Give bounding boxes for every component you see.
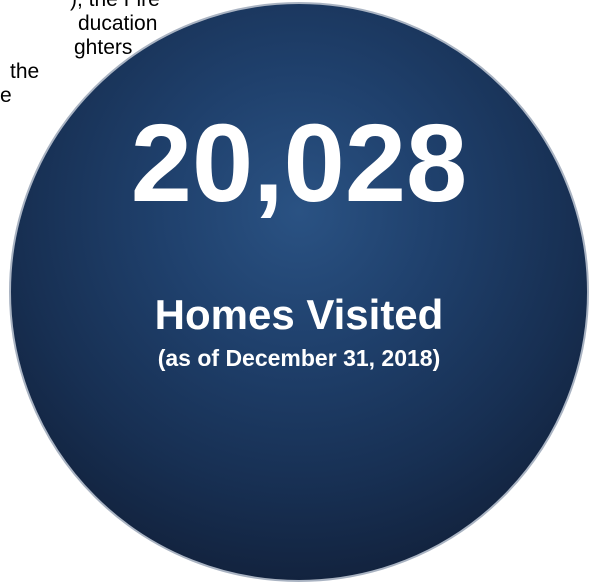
stat-circle: 20,028 Homes Visited (as of December 31,…	[9, 2, 589, 582]
background-text-line: ghters	[74, 36, 133, 59]
background-text-line: ducation	[78, 12, 158, 35]
background-text-line: e	[0, 84, 12, 107]
stat-subtitle: (as of December 31, 2018)	[157, 345, 441, 371]
stat-number: 20,028	[130, 102, 468, 225]
background-text-line: the	[10, 60, 40, 83]
stat-label: Homes Visited	[154, 291, 444, 338]
background-text-line: ), the Fire	[70, 0, 160, 12]
